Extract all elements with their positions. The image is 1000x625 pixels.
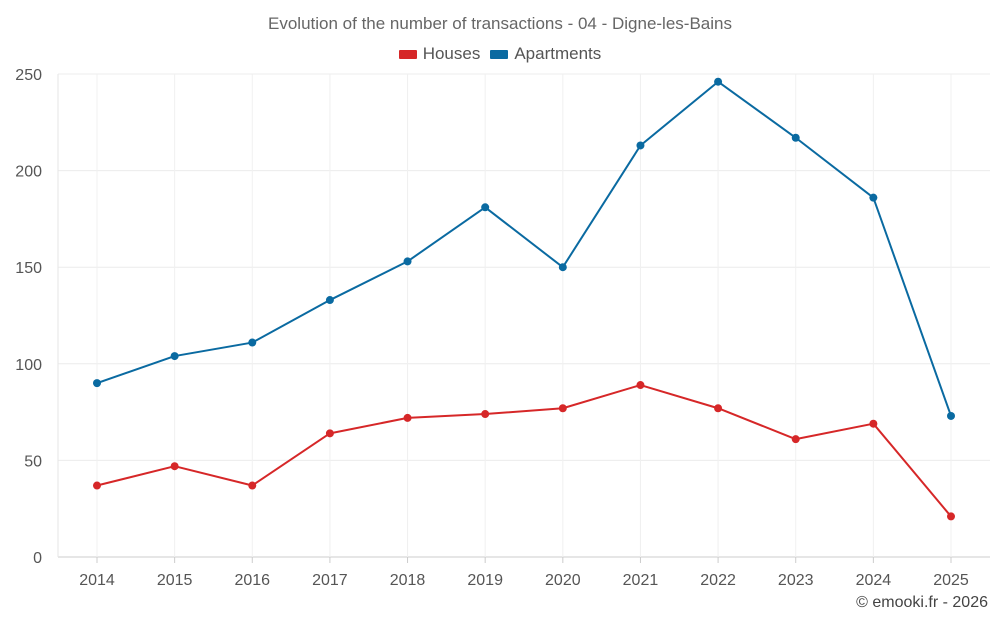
data-point-houses — [636, 381, 645, 390]
y-tick-label: 100 — [15, 357, 42, 374]
y-tick-label: 0 — [33, 550, 42, 567]
data-point-apartments — [170, 352, 179, 361]
legend-swatch-houses — [398, 49, 417, 59]
x-tick-label: 2019 — [467, 572, 503, 589]
x-tick-label: 2025 — [933, 572, 969, 589]
x-tick-label: 2024 — [856, 572, 892, 589]
x-tick-label: 2023 — [778, 572, 814, 589]
data-point-apartments — [636, 141, 645, 150]
data-point-houses — [714, 404, 723, 413]
data-point-houses — [170, 462, 179, 471]
legend-item-houses[interactable]: Houses — [398, 44, 481, 64]
data-point-apartments — [403, 257, 412, 266]
data-point-houses — [325, 429, 334, 438]
series-line-apartments — [96, 80, 952, 417]
legend-swatch-apartments — [490, 49, 509, 59]
legend-label-houses: Houses — [422, 44, 481, 63]
y-tick-label: 50 — [24, 453, 42, 470]
x-tick-label: 2014 — [79, 572, 115, 589]
x-tick-label: 2021 — [623, 572, 659, 589]
data-point-houses — [869, 419, 878, 428]
legend-item-apartments[interactable]: Apartments — [490, 44, 601, 64]
data-point-houses — [791, 435, 800, 444]
chart-title: Evolution of the number of transactions … — [268, 14, 732, 33]
data-point-apartments — [481, 203, 490, 212]
data-point-houses — [403, 413, 412, 422]
data-point-houses — [481, 410, 490, 419]
data-point-apartments — [558, 263, 567, 272]
x-tick-label: 2018 — [390, 572, 426, 589]
x-tick-label: 2017 — [312, 572, 348, 589]
data-point-houses — [558, 404, 567, 413]
x-tick-label: 2022 — [700, 572, 736, 589]
y-tick-label: 150 — [15, 260, 42, 277]
credit-text: © emooki.fr - 2026 — [856, 594, 988, 611]
data-point-apartments — [93, 379, 101, 388]
data-point-houses — [248, 481, 257, 490]
x-tick-label: 2016 — [234, 572, 270, 589]
legend-label-apartments: Apartments — [514, 44, 602, 63]
y-tick-label: 200 — [15, 164, 42, 181]
data-point-apartments — [947, 411, 955, 420]
x-tick-label: 2020 — [545, 572, 581, 589]
data-point-houses — [947, 512, 955, 521]
x-tick-label: 2015 — [157, 572, 193, 589]
data-point-apartments — [869, 193, 878, 202]
legend: Houses Apartments — [0, 44, 1000, 64]
data-point-apartments — [714, 77, 723, 86]
data-point-houses — [93, 481, 101, 490]
data-point-apartments — [325, 296, 334, 305]
series-line-houses — [96, 384, 952, 518]
y-tick-label: 250 — [15, 67, 42, 84]
data-point-apartments — [248, 338, 257, 347]
data-point-apartments — [791, 133, 800, 142]
